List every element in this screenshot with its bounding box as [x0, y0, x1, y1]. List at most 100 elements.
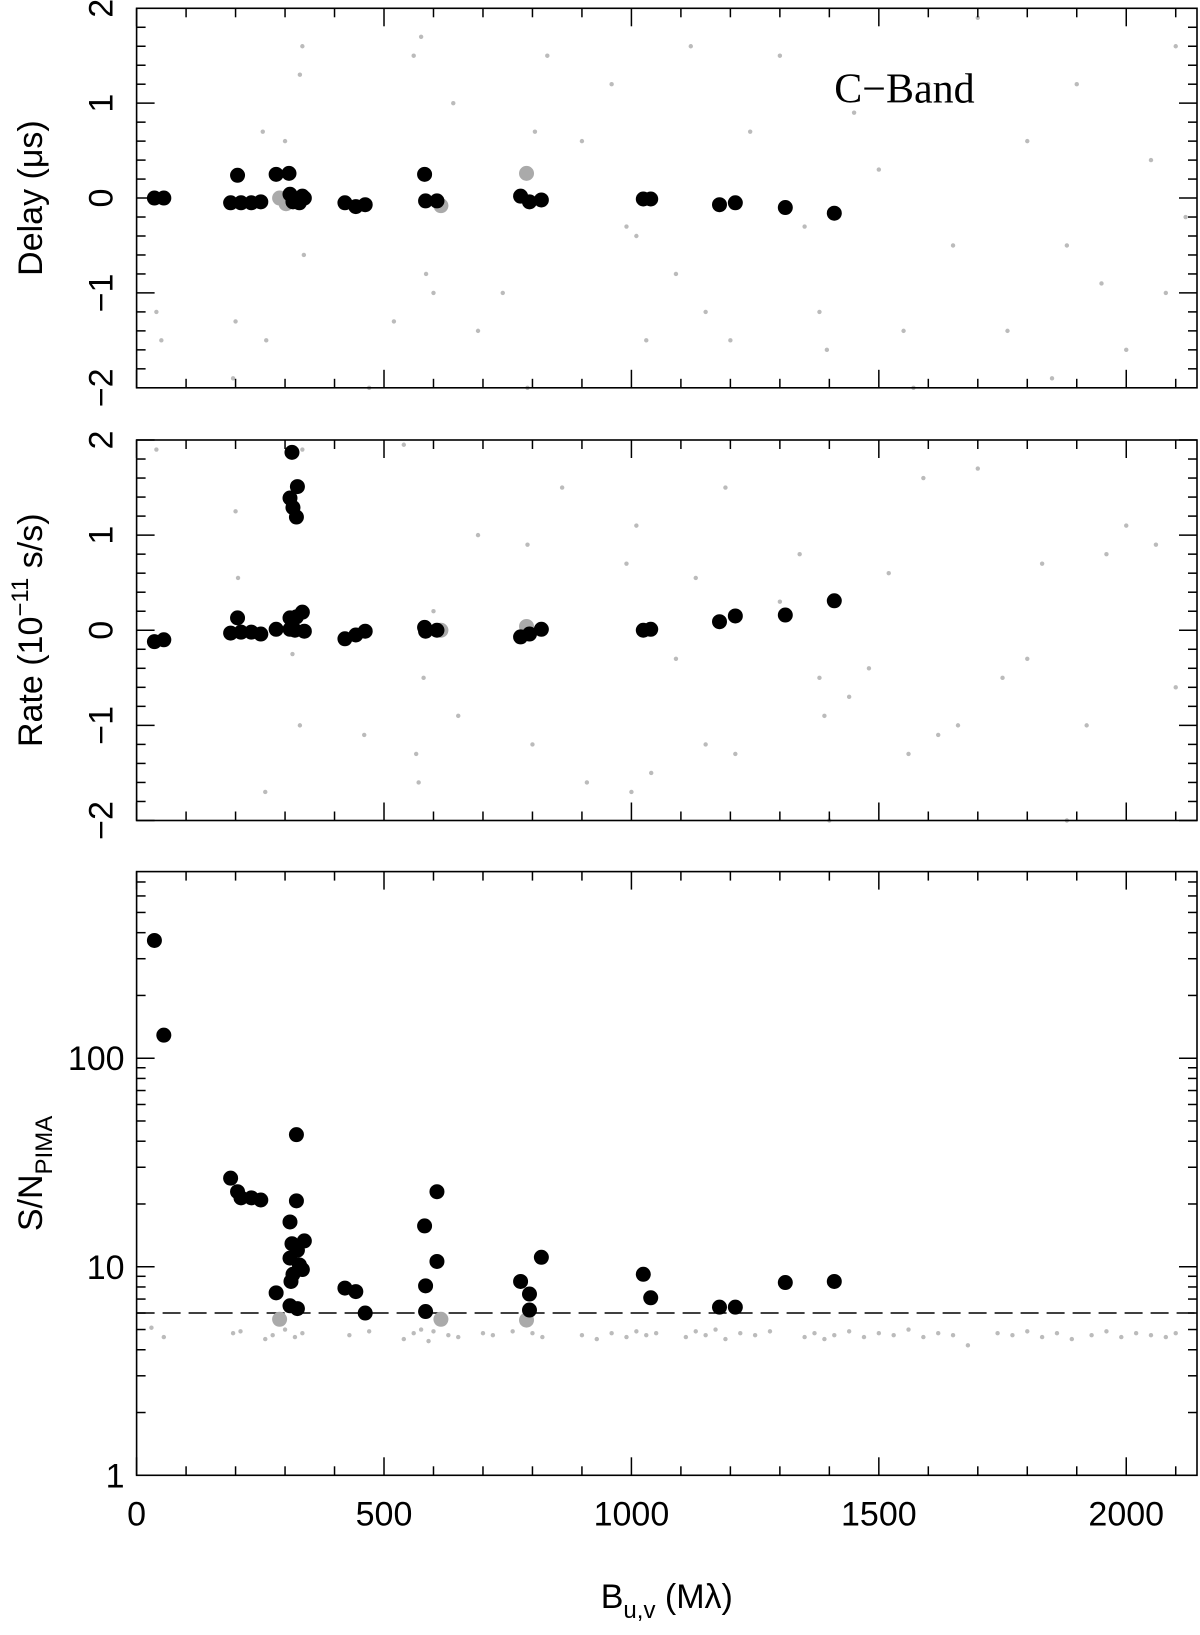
point — [777, 53, 783, 58]
point — [288, 509, 304, 525]
x-axis-label-part: u,v — [623, 1597, 655, 1624]
y-axis-label-part: s/s) — [12, 513, 50, 577]
point — [521, 626, 537, 642]
point — [238, 1329, 243, 1334]
point — [711, 1299, 727, 1315]
point — [1010, 1332, 1015, 1338]
x-tick-label: 0 — [127, 1495, 146, 1533]
point — [533, 192, 549, 208]
point — [521, 1286, 537, 1302]
annotation: C−Band — [834, 66, 974, 112]
point — [579, 138, 585, 144]
point — [294, 1262, 310, 1278]
point — [1039, 1334, 1045, 1340]
point — [802, 1334, 807, 1340]
point — [876, 167, 882, 172]
point — [1119, 1334, 1124, 1340]
point — [817, 309, 822, 315]
point — [752, 1332, 758, 1338]
y-tick-label: 0 — [83, 621, 121, 640]
point — [411, 1331, 416, 1336]
point — [230, 167, 246, 183]
x-tick-label: 2000 — [1088, 1495, 1164, 1533]
point — [532, 129, 538, 134]
y-tick-label: −2 — [83, 801, 121, 840]
point — [510, 1329, 515, 1334]
point — [296, 190, 312, 206]
point — [411, 53, 416, 58]
point — [1000, 675, 1005, 681]
point — [644, 1332, 649, 1338]
point — [362, 732, 367, 738]
point — [767, 1329, 773, 1334]
point — [634, 523, 639, 528]
point — [817, 675, 822, 681]
point — [643, 1290, 659, 1306]
point — [300, 447, 305, 452]
point — [1148, 1332, 1154, 1338]
point — [156, 1027, 172, 1043]
point — [1124, 347, 1129, 353]
point — [1064, 243, 1070, 248]
point — [1173, 1331, 1178, 1336]
point — [921, 1334, 926, 1340]
point — [475, 328, 481, 334]
point — [777, 200, 793, 216]
point — [846, 1329, 852, 1334]
point — [233, 624, 249, 640]
point — [525, 542, 530, 547]
point — [1124, 523, 1129, 528]
point — [348, 1284, 364, 1300]
point — [906, 751, 911, 757]
point — [1104, 551, 1109, 557]
plot-frame — [135, 870, 1198, 1477]
point — [347, 1332, 352, 1338]
point — [480, 1331, 486, 1336]
point — [624, 1334, 629, 1340]
point — [1104, 1329, 1109, 1334]
point — [1025, 138, 1030, 144]
point — [513, 1273, 529, 1289]
point — [429, 193, 445, 209]
point — [433, 1311, 449, 1327]
point — [624, 561, 629, 566]
point — [866, 666, 872, 671]
point — [235, 575, 241, 581]
point — [634, 233, 639, 239]
point — [1173, 685, 1178, 690]
point — [635, 1266, 651, 1282]
point — [826, 593, 842, 609]
point — [230, 610, 246, 626]
point — [418, 1304, 434, 1320]
point — [1074, 82, 1079, 87]
point — [727, 608, 743, 624]
point — [1005, 328, 1010, 334]
y-tick-label: 1 — [83, 94, 121, 113]
point — [777, 1275, 793, 1291]
point — [272, 1311, 288, 1327]
point — [711, 197, 727, 213]
point — [876, 1331, 882, 1336]
point — [161, 1334, 167, 1340]
point — [950, 1332, 956, 1338]
point — [1099, 281, 1104, 286]
point — [1183, 214, 1188, 220]
point — [156, 632, 172, 648]
point — [282, 1214, 298, 1230]
point — [253, 626, 269, 642]
point — [728, 338, 733, 343]
point — [521, 194, 537, 210]
point — [149, 1325, 154, 1330]
y-axis-label-part: Delay (μs) — [12, 120, 50, 276]
point — [456, 713, 461, 719]
point — [703, 1332, 708, 1338]
point — [579, 1332, 585, 1338]
point — [713, 1327, 718, 1332]
point — [357, 623, 373, 639]
y-tick-label: 1 — [83, 526, 121, 545]
point — [230, 376, 236, 381]
point — [926, 82, 931, 87]
point — [797, 551, 802, 557]
point — [826, 205, 842, 221]
point — [156, 190, 172, 206]
